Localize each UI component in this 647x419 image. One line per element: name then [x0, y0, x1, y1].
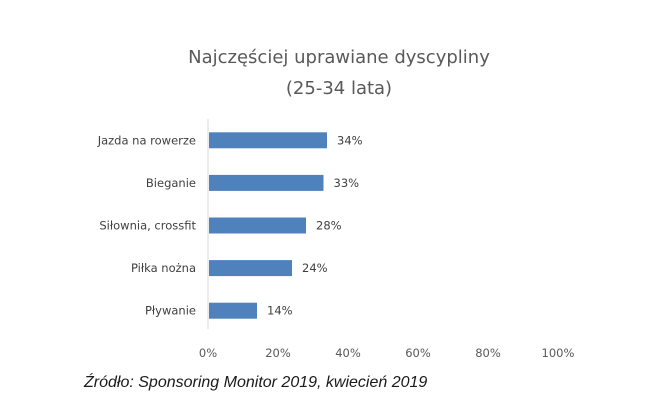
x-tick-label-20: 20%	[265, 346, 291, 360]
data-label-jazda-na-rowerze: 34%	[337, 133, 363, 147]
x-tick-label-100: 100%	[542, 346, 575, 360]
x-tick-label-60: 60%	[405, 346, 431, 360]
category-label-bieganie: Bieganie	[146, 176, 196, 190]
x-tick-label-40: 40%	[335, 346, 361, 360]
data-label-bieganie: 33%	[334, 176, 360, 190]
data-label-si-ownia-crossfit: 28%	[316, 219, 342, 233]
category-label-pi-ka-noz-na: Piłka nożna	[131, 261, 196, 275]
x-tick-label-0: 0%	[199, 346, 217, 360]
x-tick-label-80: 80%	[475, 346, 501, 360]
data-label-p-ywanie: 14%	[267, 304, 293, 318]
chart-title-line1: Najczęściej uprawiane dyscypliny	[188, 47, 490, 68]
category-label-si-ownia-crossfit: Siłownia, crossfit	[99, 219, 196, 233]
bars-group: Jazda na rowerze 34% Bieganie 33% Siłownia, …	[97, 132, 363, 319]
category-label-p-ywanie: Pływanie	[145, 304, 196, 318]
bar-pi-ka-noz-na	[209, 260, 292, 277]
x-axis-ticks: 0% 20% 40% 60% 80% 100%	[199, 346, 575, 360]
data-label-pi-ka-noz-na: 24%	[302, 261, 328, 275]
chart-title-line2: (25-34 lata)	[286, 78, 392, 99]
bar-jazda-na-rowerze	[209, 132, 327, 149]
category-label-jazda-na-rowerze: Jazda na rowerze	[97, 133, 196, 147]
source-note: Źródło: Sponsoring Monitor 2019, kwiecie…	[84, 374, 428, 391]
bar-si-ownia-crossfit	[209, 217, 306, 234]
bar-p-ywanie	[209, 302, 257, 319]
bar-bieganie	[209, 174, 324, 191]
